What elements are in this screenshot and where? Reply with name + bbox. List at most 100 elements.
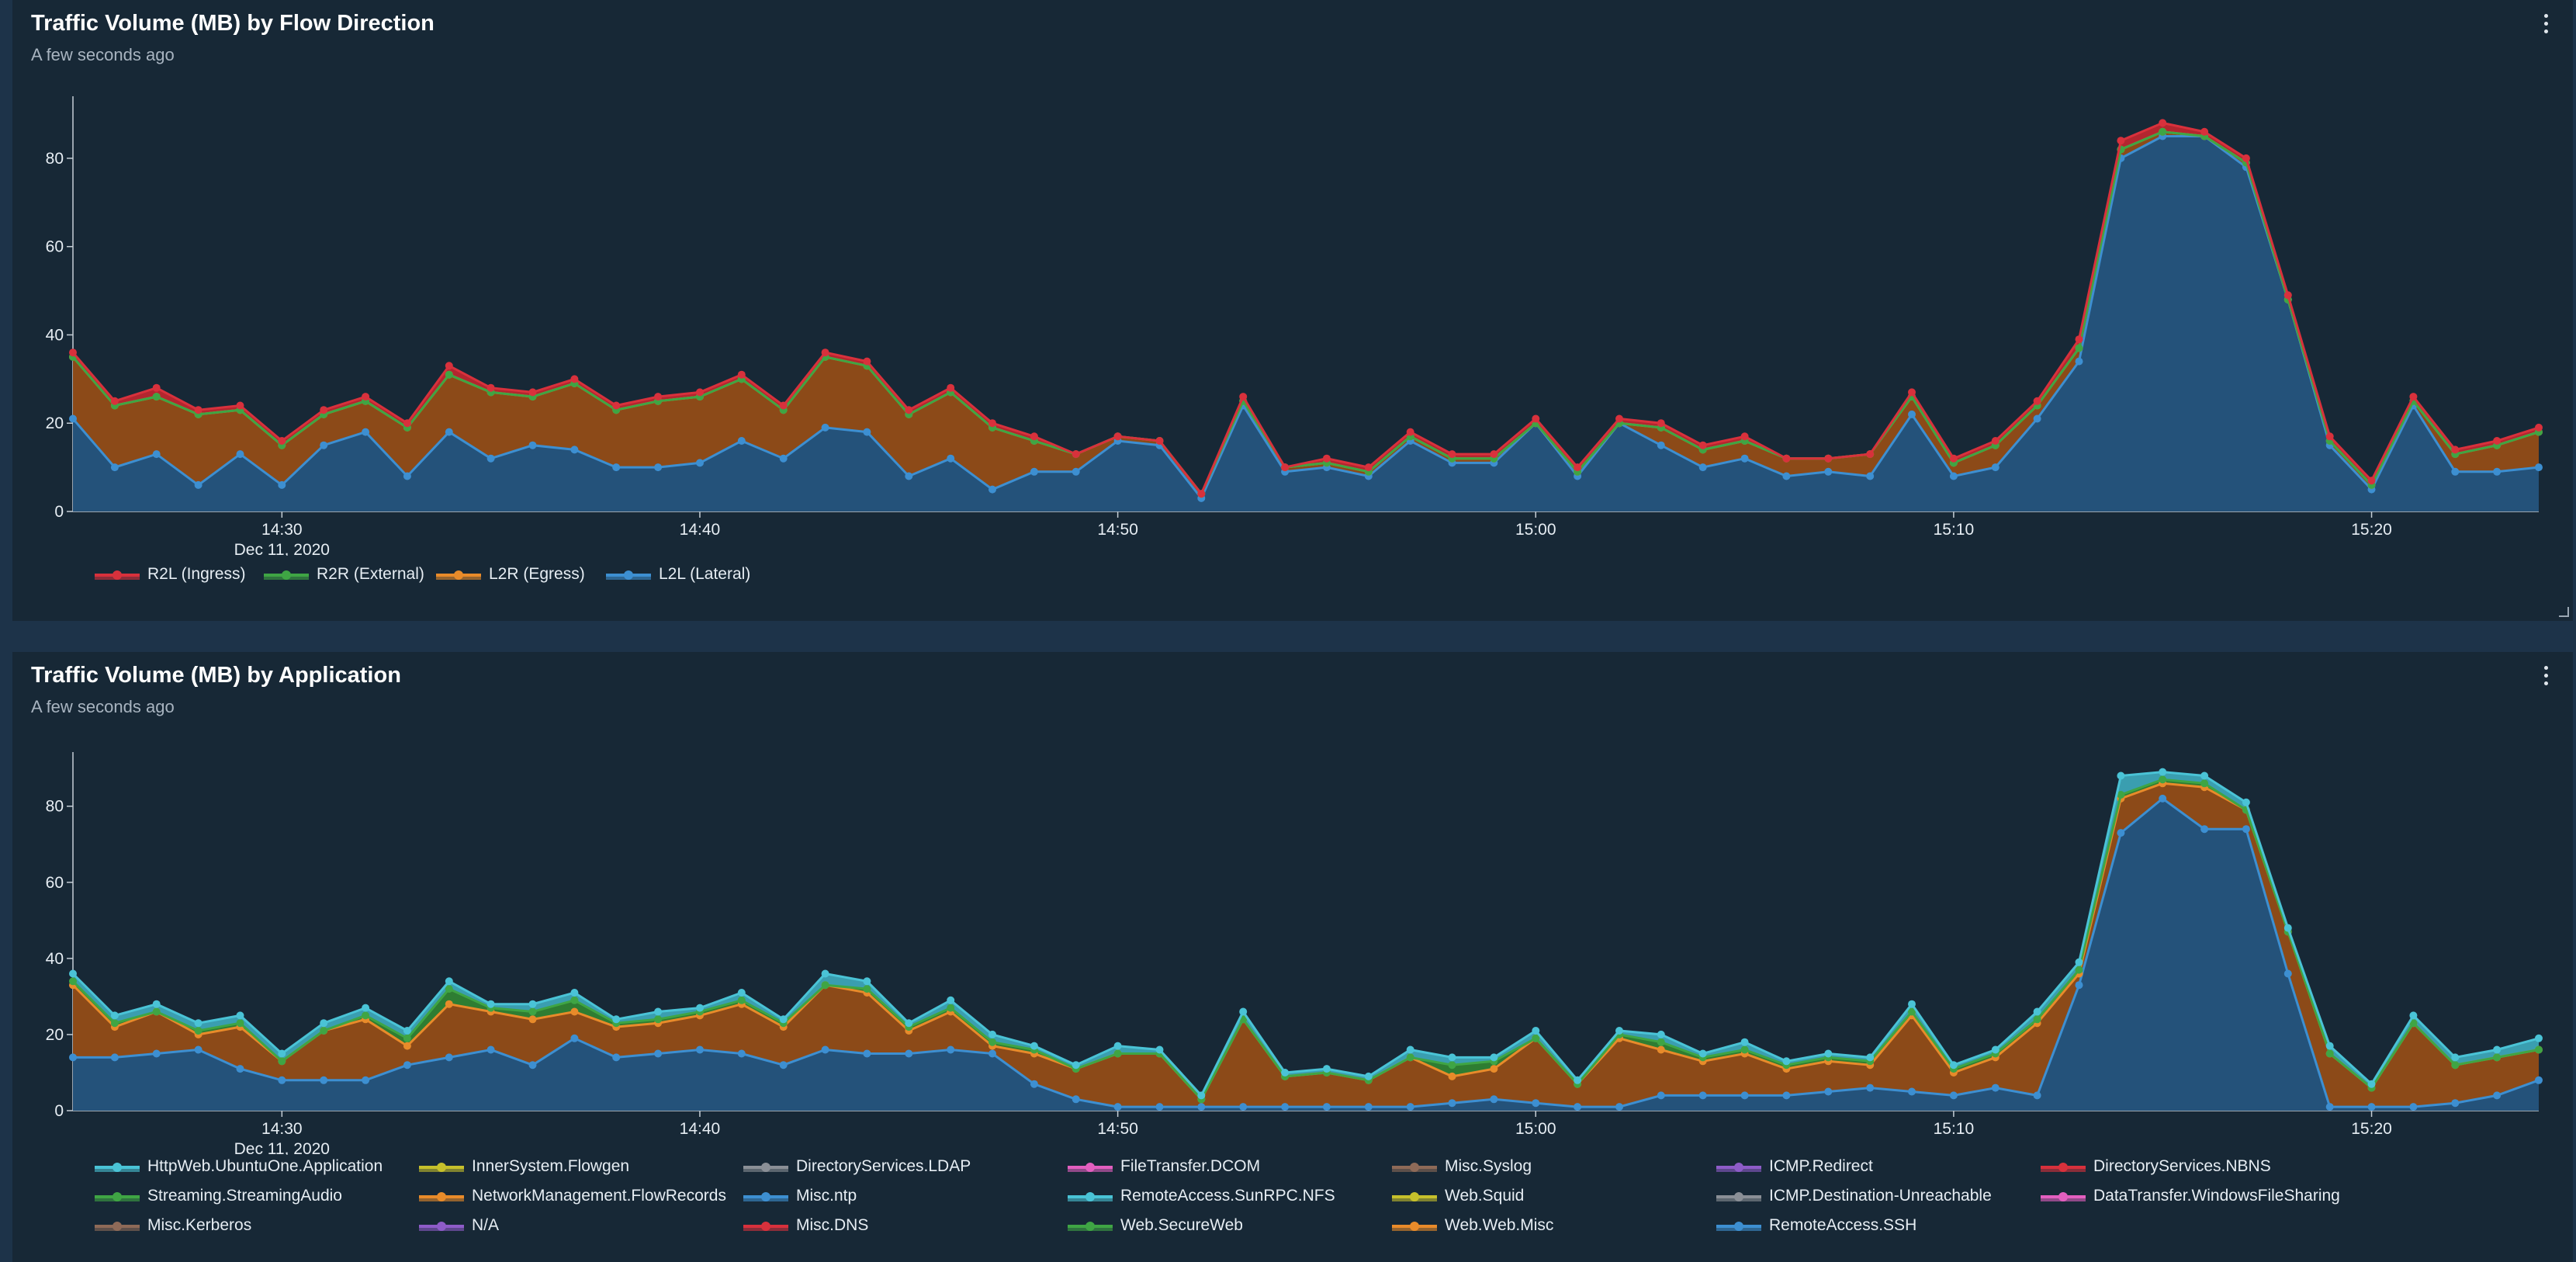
point-web-web-misc xyxy=(1448,1072,1456,1080)
point-l2l-lateral- xyxy=(1782,472,1791,480)
point-remoteaccess-ssh xyxy=(2159,794,2167,803)
application-chart: 0 20 40 60 80 14:30 Dec 11, 2020 14:40 14:50 15:0… xyxy=(46,752,2543,1155)
point-l2l-lateral- xyxy=(654,463,663,472)
point-remoteaccess-ssh xyxy=(236,1065,244,1073)
point-httpweb-ubuntuone-application xyxy=(737,989,746,997)
point-httpweb-ubuntuone-application xyxy=(2493,1045,2502,1054)
y-tick-label: 60 xyxy=(46,874,64,892)
point-r2l-ingress- xyxy=(1908,388,1916,397)
point-httpweb-ubuntuone-application xyxy=(1615,1027,1623,1035)
point-r2l-ingress- xyxy=(570,375,579,383)
point-r2l-ingress- xyxy=(2535,423,2543,432)
point-httpweb-ubuntuone-application xyxy=(1740,1038,1749,1046)
point-r2l-ingress- xyxy=(2117,137,2125,145)
point-remoteaccess-ssh xyxy=(1740,1091,1749,1100)
point-remoteaccess-ssh xyxy=(905,1049,913,1058)
point-web-secureweb xyxy=(152,1007,161,1016)
point-r2l-ingress- xyxy=(445,362,453,370)
legend-item-label: RemoteAccess.SSH xyxy=(1769,1216,1917,1234)
point-r2r-external- xyxy=(445,370,453,379)
point-l2l-lateral- xyxy=(989,485,996,494)
point-remoteaccess-ssh xyxy=(737,1049,746,1058)
point-httpweb-ubuntuone-application xyxy=(2117,771,2125,780)
point-httpweb-ubuntuone-application xyxy=(1155,1045,1164,1054)
application-panel: Traffic Volume (MB) by Application A few… xyxy=(12,652,2573,1262)
point-r2l-ingress- xyxy=(1406,428,1414,436)
legend-item-label: ICMP.Destination-Unreachable xyxy=(1769,1187,1992,1205)
point-httpweb-ubuntuone-application xyxy=(1991,1045,2000,1054)
x-tick-label: 14:30 xyxy=(261,1120,303,1138)
point-httpweb-ubuntuone-application xyxy=(403,1027,411,1035)
point-l2l-lateral- xyxy=(1072,467,1080,476)
legend-item-label: DirectoryServices.NBNS xyxy=(2093,1157,2271,1175)
area-l2l-lateral- xyxy=(73,136,2539,511)
resize-handle-icon[interactable] xyxy=(2557,605,2570,618)
point-httpweb-ubuntuone-application xyxy=(1113,1042,1122,1050)
point-r2l-ingress- xyxy=(2367,477,2376,485)
point-web-secureweb xyxy=(403,1034,411,1042)
point-web-web-misc xyxy=(528,1015,537,1024)
point-l2l-lateral- xyxy=(737,437,746,445)
point-httpweb-ubuntuone-application xyxy=(110,1011,119,1020)
point-httpweb-ubuntuone-application xyxy=(905,1019,913,1028)
point-httpweb-ubuntuone-application xyxy=(612,1015,621,1024)
area-web-web-misc xyxy=(73,783,2539,1108)
point-l2l-lateral- xyxy=(821,423,829,432)
y-tick-label: 60 xyxy=(46,238,64,256)
point-httpweb-ubuntuone-application xyxy=(2200,771,2209,780)
point-web-web-misc xyxy=(1490,1065,1498,1073)
point-r2l-ingress- xyxy=(1364,463,1373,472)
point-r2l-ingress- xyxy=(1782,454,1791,463)
point-remoteaccess-ssh xyxy=(1239,1103,1248,1111)
y-tick-label: 40 xyxy=(46,326,64,344)
point-web-secureweb xyxy=(2117,791,2125,799)
point-r2l-ingress- xyxy=(2493,437,2502,445)
legend-item-label: Web.SecureWeb xyxy=(1120,1216,1243,1234)
x-tick-label: 15:00 xyxy=(1515,521,1556,539)
point-r2l-ingress- xyxy=(320,406,328,414)
point-httpweb-ubuntuone-application xyxy=(2367,1080,2376,1088)
kebab-menu-icon[interactable] xyxy=(2540,666,2551,691)
point-l2l-lateral- xyxy=(2451,467,2460,476)
point-httpweb-ubuntuone-application xyxy=(445,977,453,986)
point-web-secureweb xyxy=(110,1019,119,1028)
panel-title: Traffic Volume (MB) by Flow Direction xyxy=(31,11,435,36)
point-httpweb-ubuntuone-application xyxy=(236,1011,244,1020)
line-r2l-ingress- xyxy=(71,121,2540,497)
legend-item-label: DataTransfer.WindowsFileSharing xyxy=(2093,1187,2340,1205)
point-remoteaccess-ssh xyxy=(278,1076,286,1084)
point-httpweb-ubuntuone-application xyxy=(362,1004,370,1012)
point-remoteaccess-ssh xyxy=(110,1053,119,1062)
point-web-secureweb xyxy=(1657,1038,1665,1046)
point-r2l-ingress- xyxy=(905,406,913,414)
point-r2l-ingress- xyxy=(2159,119,2167,127)
kebab-menu-icon[interactable] xyxy=(2540,14,2551,39)
legend-item-label: Web.Squid xyxy=(1445,1187,1525,1205)
point-remoteaccess-ssh xyxy=(1908,1087,1916,1096)
point-httpweb-ubuntuone-application xyxy=(947,996,955,1004)
point-remoteaccess-ssh xyxy=(2451,1099,2460,1108)
point-httpweb-ubuntuone-application xyxy=(1574,1076,1582,1084)
point-l2l-lateral- xyxy=(445,428,453,436)
point-remoteaccess-ssh xyxy=(1532,1099,1540,1108)
point-r2l-ingress- xyxy=(1197,490,1206,498)
point-remoteaccess-ssh xyxy=(2033,1091,2041,1100)
point-web-web-misc xyxy=(403,1042,411,1050)
point-httpweb-ubuntuone-application xyxy=(1657,1030,1665,1038)
point-web-secureweb xyxy=(737,996,746,1004)
point-remoteaccess-ssh xyxy=(654,1049,663,1058)
legend-item-label: N/A xyxy=(472,1216,500,1234)
point-httpweb-ubuntuone-application xyxy=(989,1030,996,1038)
point-l2l-lateral- xyxy=(152,450,161,459)
point-remoteaccess-ssh xyxy=(2283,969,2292,978)
line-web-secureweb xyxy=(71,778,2540,1101)
point-httpweb-ubuntuone-application xyxy=(654,1007,663,1016)
point-r2l-ingress- xyxy=(989,419,996,428)
point-httpweb-ubuntuone-application xyxy=(528,1000,537,1008)
area-l2r-egress- xyxy=(73,131,2539,498)
point-r2l-ingress- xyxy=(2242,154,2250,162)
point-remoteaccess-ssh xyxy=(1030,1080,1038,1088)
point-httpweb-ubuntuone-application xyxy=(1532,1027,1540,1035)
point-l2l-lateral- xyxy=(528,441,537,449)
point-remoteaccess-ssh xyxy=(403,1061,411,1070)
